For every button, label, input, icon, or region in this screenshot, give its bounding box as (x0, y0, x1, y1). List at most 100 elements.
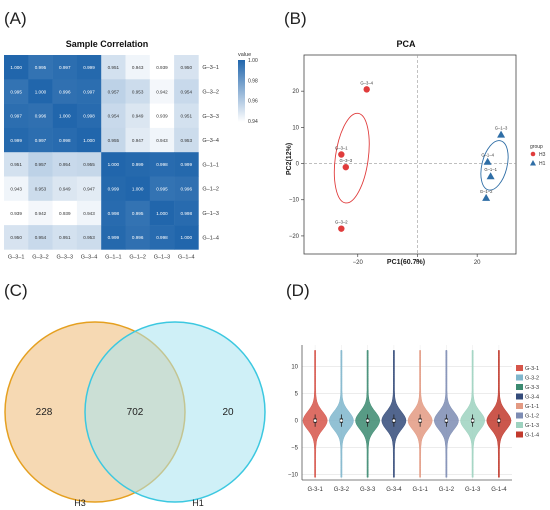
heatmap-cell (149, 176, 175, 202)
confidence-ellipse-h1 (480, 140, 509, 191)
heatmap-cell-value: 0.950 (10, 235, 22, 240)
heatmap-cell-value: 0.999 (132, 162, 144, 167)
heatmap-cell (52, 225, 78, 250)
heatmap-cell-value: 0.954 (181, 89, 193, 94)
heatmap-cell-value: 0.997 (35, 138, 47, 143)
heatmap-cell-value: 0.949 (132, 114, 144, 119)
heatmap-cell-value: 0.943 (83, 211, 95, 216)
heatmap-cell (149, 103, 175, 129)
heatmap-cell (149, 200, 175, 226)
violin-x-tick-label: G-3-1 (307, 487, 323, 493)
violin-legend-label: G-3-4 (525, 395, 539, 401)
violin-median-dot (313, 419, 317, 422)
heatmap-col-label: G–1–3 (154, 254, 171, 260)
venn-diagram: 228 702 20 H3 H1 (4, 321, 266, 508)
heatmap-cell (125, 200, 151, 226)
violin-x-tick-label: G-3-2 (334, 487, 350, 493)
heatmap-cell-value: 1.000 (59, 114, 71, 119)
heatmap-cell-value: 0.943 (10, 186, 22, 191)
panel-label-c: (C) (4, 281, 28, 300)
violin-x-tick-label: G-1-1 (412, 487, 428, 493)
heatmap-cell-value: 0.947 (132, 138, 144, 143)
violin-legend-swatch (516, 384, 523, 390)
pca-point-label: G–1–2 (480, 189, 493, 194)
violin-legend-label: G-3-3 (525, 385, 539, 391)
heatmap-cell (101, 55, 126, 80)
heatmap-cell-value: 0.955 (83, 162, 95, 167)
violin-y-tick-label: −5 (291, 446, 299, 452)
violin-legend-swatch (516, 374, 523, 381)
heatmap-cell-value: 0.999 (181, 162, 193, 167)
heatmap-cell (101, 200, 126, 226)
venn-circle-h1 (84, 321, 266, 503)
colorbar-tick-label: 0.94 (248, 119, 258, 125)
heatmap-col-label: G–1–4 (178, 254, 195, 260)
heatmap-cell (149, 79, 175, 104)
heatmap-cell (4, 200, 29, 226)
heatmap-cell (76, 127, 102, 153)
violin-x-tick-label: G-3-4 (386, 487, 402, 493)
heatmap-cell-value: 0.996 (59, 89, 71, 94)
heatmap-cell (28, 127, 53, 153)
violin-median-dot (497, 419, 501, 422)
confidence-ellipse-h3 (333, 112, 370, 204)
heatmap-cell (4, 152, 29, 177)
pca-point-h3 (338, 151, 345, 158)
heatmap-col-label: G–3–1 (8, 254, 25, 260)
heatmap-row-label: G–1–3 (202, 211, 219, 217)
venn-count-h1-only: 20 (222, 407, 234, 418)
heatmap-cell-value: 0.957 (35, 162, 47, 167)
violin-g-3-4 (381, 350, 407, 478)
heatmap-cell-value: 0.998 (156, 162, 168, 167)
pca-title: PCA (396, 39, 416, 49)
heatmap-cell (4, 55, 29, 80)
heatmap-cell-value: 0.950 (181, 65, 193, 70)
violin-legend-label: G-1-4 (525, 433, 539, 439)
colorbar-title: value (238, 52, 251, 58)
violin-legend-swatch (516, 431, 523, 438)
pca-point-h1 (483, 157, 492, 165)
heatmap-cell-value: 1.000 (108, 162, 120, 167)
heatmap-col-label: G–3–4 (81, 254, 98, 260)
heatmap-cell (125, 55, 151, 80)
heatmap-cell (76, 152, 102, 177)
violin-legend-swatch (516, 403, 523, 409)
heatmap-cell (149, 127, 175, 153)
heatmap-cell (149, 152, 175, 177)
heatmap-cell-value: 0.999 (108, 235, 120, 240)
heatmap-row-label: G–3–4 (202, 138, 219, 144)
violin-median-dot (471, 419, 474, 422)
violin-g-3-1 (302, 350, 328, 478)
violin-legend-label: G-1-3 (525, 423, 539, 429)
heatmap-cell-value: 0.939 (156, 114, 168, 119)
heatmap-cell-value: 0.996 (181, 186, 193, 191)
pca-y-tick-label: 10 (292, 125, 299, 131)
violin-y-tick-label: 0 (295, 419, 299, 425)
heatmap-cell-value: 0.995 (10, 89, 22, 94)
heatmap-cell (76, 176, 102, 202)
heatmap-col-label: G–3–2 (32, 254, 49, 260)
venn-set-label-h3: H3 (74, 498, 86, 508)
heatmap-cell (4, 127, 29, 153)
pca-scatter-plot: PCA PC1(60.7%) PC2(12%) group −20 0 20 20 10… (286, 39, 546, 266)
violin-x-tick-label: G-1-3 (465, 487, 481, 493)
heatmap-cell (4, 225, 29, 250)
heatmap-cell (28, 55, 53, 80)
violin-x-tick-label: G-1-4 (491, 487, 507, 493)
heatmap-cell-value: 0.942 (156, 89, 168, 94)
heatmap-cell (28, 176, 53, 202)
pca-legend-label: H1 (539, 161, 546, 167)
heatmap-cell (125, 225, 151, 250)
pca-point-label: G–1–4 (481, 153, 494, 158)
heatmap-cell-value: 0.939 (59, 211, 71, 216)
heatmap-cell (101, 225, 126, 250)
violin-y-tick-label: −10 (288, 473, 299, 479)
heatmap-cell (125, 152, 151, 177)
heatmap-cell-value: 0.947 (83, 186, 95, 191)
heatmap-col-label: G–3–3 (56, 254, 73, 260)
heatmap-row-label: G–1–2 (202, 187, 219, 193)
pca-point-h1 (486, 172, 495, 180)
heatmap-cell-value: 0.954 (59, 162, 71, 167)
violin-legend-label: G-1-2 (525, 414, 539, 420)
heatmap-cell (4, 103, 29, 129)
